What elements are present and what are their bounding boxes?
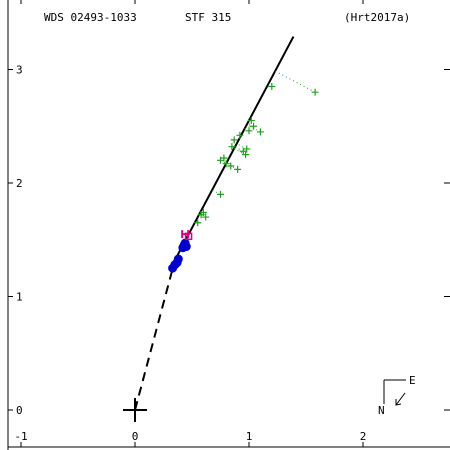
micrometer-point [222, 160, 230, 168]
micrometer-point [228, 143, 236, 151]
compass-arrow-head [395, 399, 402, 406]
x-tick-label: 2 [360, 430, 367, 443]
micrometer-point [227, 162, 235, 170]
y-tick-label: 2 [16, 177, 23, 190]
compass-rose: N E [378, 374, 416, 417]
discoverer-label: STF 315 [185, 11, 231, 24]
hipparcos-square-point [184, 232, 193, 241]
micrometer-point [202, 213, 210, 221]
speckle-point [181, 242, 191, 252]
micrometer-point [220, 154, 228, 162]
speckle-point [173, 254, 183, 264]
residual-link [246, 124, 261, 133]
residual-link [211, 189, 221, 195]
observation-markers [168, 83, 319, 273]
micrometer-point [245, 127, 253, 135]
axis-ticks: -1 0 1 2 0 1 2 3 [8, 0, 450, 447]
orbit-reference-label: (Hrt2017a) [344, 11, 410, 24]
micrometer-point [236, 131, 244, 139]
residual-link [234, 146, 244, 152]
compass-north-label: N [378, 404, 385, 417]
micrometer-point [243, 145, 251, 153]
compass-east-label: E [409, 374, 416, 387]
x-tick-label: -1 [14, 430, 27, 443]
micrometer-point [234, 165, 242, 173]
micrometer-point [230, 136, 238, 144]
orbit-dashed-line [134, 259, 176, 411]
x-tick-label: 1 [246, 430, 253, 443]
micrometer-point [256, 128, 264, 136]
micrometer-point [199, 209, 207, 217]
y-tick-label: 1 [16, 291, 23, 304]
compass-motion-arrow [395, 392, 406, 406]
micrometer-point [194, 219, 202, 227]
micrometer-point [268, 83, 276, 91]
y-tick-label: 0 [16, 404, 23, 417]
primary-star-marker [123, 398, 147, 422]
micrometer-point [311, 88, 319, 96]
micrometer-point [217, 190, 224, 198]
micrometer-point [247, 117, 255, 125]
x-tick-label: 0 [132, 430, 139, 443]
y-tick-label: 3 [16, 64, 23, 77]
micrometer-point [250, 122, 258, 130]
wds-id-label: WDS 02493-1033 [44, 11, 137, 24]
micrometer-point [242, 151, 250, 159]
primary-star-cross [123, 398, 147, 422]
